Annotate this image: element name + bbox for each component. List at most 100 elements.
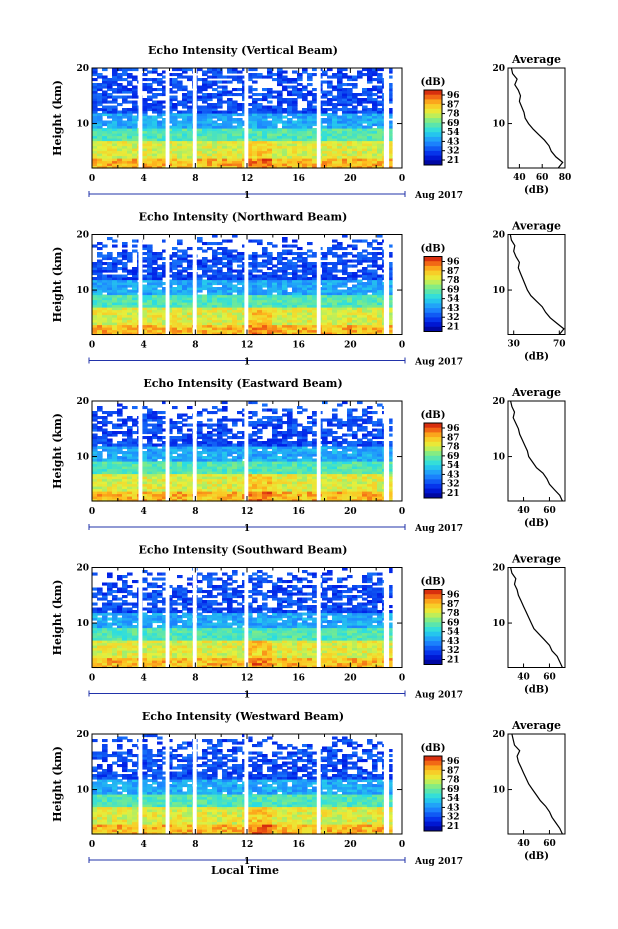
heatmap-cell	[112, 128, 118, 132]
heatmap-cell	[332, 309, 338, 313]
heatmap-cell	[222, 438, 228, 442]
heatmap-cell	[232, 128, 238, 132]
heatmap-cell	[212, 458, 218, 462]
heatmap-cell	[172, 471, 178, 475]
heatmap-cell	[112, 433, 118, 437]
heatmap-cell	[367, 163, 373, 167]
heatmap-cell	[117, 254, 123, 258]
heatmap-cell	[282, 163, 288, 167]
heatmap-cell	[112, 411, 118, 415]
heatmap-cell	[197, 68, 203, 72]
heatmap-cell	[377, 332, 383, 336]
heatmap-cell	[267, 115, 273, 119]
heatmap-cell	[202, 294, 208, 298]
heatmap-cell	[102, 148, 108, 152]
heatmap-cell	[147, 322, 153, 326]
heatmap-cell	[262, 299, 268, 303]
heatmap-cell	[107, 433, 113, 437]
heatmap-cell	[132, 304, 138, 308]
heatmap-cell	[297, 312, 303, 316]
heatmap-cell	[227, 93, 233, 97]
heatmap-cell	[327, 309, 333, 313]
heatmap-cell	[177, 262, 183, 266]
heatmap-cell	[267, 297, 273, 301]
heatmap-cell	[167, 143, 173, 147]
heatmap-cell	[217, 165, 223, 169]
heatmap-cell	[307, 78, 313, 82]
heatmap-cell	[177, 123, 183, 127]
heatmap-cell	[292, 284, 298, 288]
heatmap-cell	[292, 93, 298, 97]
heatmap-cell	[342, 272, 348, 276]
heatmap-cell	[102, 150, 108, 154]
colorbar-segment	[424, 298, 442, 304]
heatmap-cell	[227, 287, 233, 291]
heatmap-cell	[237, 488, 243, 492]
heatmap-cell	[282, 128, 288, 132]
heatmap-cell	[312, 95, 318, 99]
heatmap-cell	[377, 85, 383, 89]
heatmap-cell	[112, 257, 118, 261]
heatmap-cell	[287, 78, 293, 82]
heatmap-cell	[177, 85, 183, 89]
heatmap-cell	[347, 309, 353, 313]
heatmap-cell	[212, 312, 218, 316]
heatmap-cell	[122, 468, 128, 472]
heatmap-cell	[387, 262, 393, 266]
heatmap-cell	[377, 150, 383, 154]
heatmap-cell	[222, 332, 228, 336]
heatmap-cell	[312, 319, 318, 323]
heatmap-cell	[122, 135, 128, 139]
heatmap-cell	[182, 103, 188, 107]
heatmap-cell	[272, 277, 278, 281]
heatmap-cell	[162, 118, 168, 122]
heatmap-cell	[347, 103, 353, 107]
heatmap-cell	[102, 441, 108, 445]
heatmap-cell	[357, 297, 363, 301]
heatmap-cell	[212, 299, 218, 303]
heatmap-cell	[222, 123, 228, 127]
heatmap-cell	[112, 105, 118, 109]
heatmap-cell	[162, 309, 168, 313]
heatmap-cell	[212, 153, 218, 157]
heatmap-cell	[237, 264, 243, 268]
heatmap-cell	[247, 123, 253, 127]
colorbar-tick-label: 43	[447, 137, 460, 147]
heatmap-cell	[147, 133, 153, 137]
heatmap-cell	[332, 307, 338, 311]
heatmap-cell	[142, 247, 148, 251]
heatmap-cell	[187, 110, 193, 114]
heatmap-cell	[257, 327, 263, 331]
heatmap-cell	[172, 158, 178, 162]
heatmap-cell	[232, 249, 238, 253]
heatmap-cell	[107, 319, 113, 323]
heatmap-cell	[182, 282, 188, 286]
heatmap-cell	[377, 118, 383, 122]
heatmap-cell	[107, 100, 113, 104]
heatmap-cell	[92, 269, 98, 273]
heatmap-cell	[217, 145, 223, 149]
heatmap-cell	[102, 85, 108, 89]
heatmap-cell	[97, 463, 103, 467]
heatmap-cell	[322, 95, 328, 99]
colorbar-segment	[424, 90, 442, 96]
heatmap-cell	[302, 130, 308, 134]
heatmap-cell	[92, 496, 98, 500]
heatmap-cell	[172, 163, 178, 167]
heatmap-cell	[102, 431, 108, 435]
heatmap-cell	[177, 493, 183, 497]
heatmap-cell	[147, 436, 153, 440]
heatmap-cell	[152, 476, 158, 480]
heatmap-cell	[247, 158, 253, 162]
heatmap-cell	[372, 252, 378, 256]
heatmap-cell	[202, 319, 208, 323]
heatmap-cell	[327, 80, 333, 84]
heatmap-cell	[357, 123, 363, 127]
heatmap-cell	[182, 113, 188, 117]
heatmap-cell	[182, 88, 188, 92]
heatmap-cell	[352, 272, 358, 276]
heatmap-cell	[202, 153, 208, 157]
heatmap-cell	[342, 279, 348, 283]
heatmap-cell	[367, 123, 373, 127]
heatmap-cell	[377, 234, 383, 238]
